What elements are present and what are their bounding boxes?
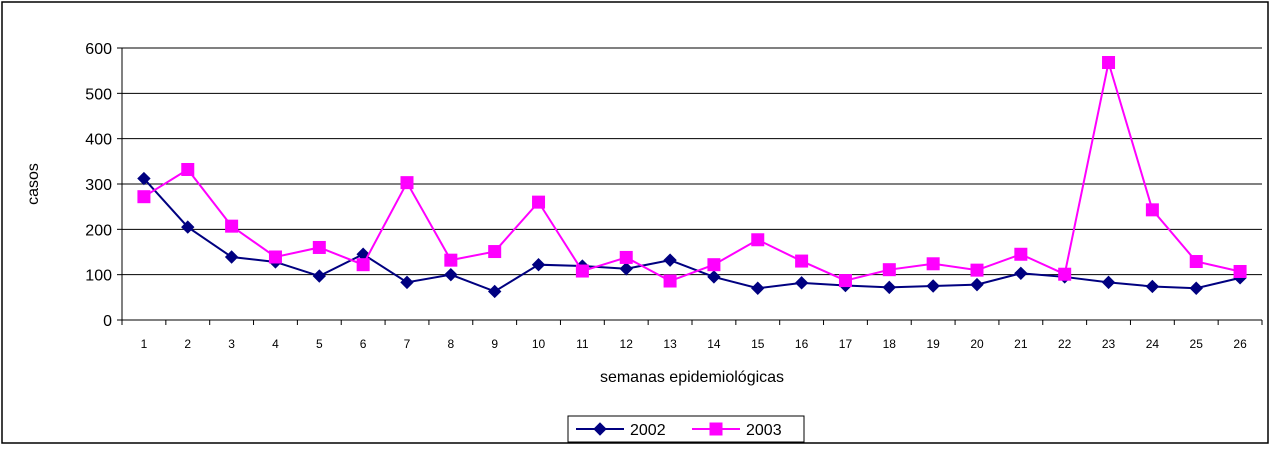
data-point-2002-2 xyxy=(181,220,195,234)
x-tick-label: 14 xyxy=(707,337,721,351)
y-axis-title: casos xyxy=(25,163,42,205)
data-point-2002-23 xyxy=(1101,275,1116,290)
series-2003 xyxy=(137,56,1247,288)
x-tick-label: 8 xyxy=(448,337,455,351)
data-point-2003-1 xyxy=(137,190,151,204)
data-point-2003-22 xyxy=(1058,267,1072,281)
data-point-2003-15 xyxy=(751,233,765,247)
data-point-2002-24 xyxy=(1145,279,1160,294)
x-tick-label: 16 xyxy=(795,337,809,351)
data-point-2003-19 xyxy=(926,257,940,271)
legend-label-2002: 2002 xyxy=(630,422,666,439)
x-tick-label: 26 xyxy=(1233,337,1247,351)
x-tick-label: 21 xyxy=(1014,337,1028,351)
y-tick-label: 0 xyxy=(103,313,112,330)
data-point-2002-18 xyxy=(882,280,897,295)
series-layer xyxy=(137,56,1247,299)
data-point-2003-20 xyxy=(970,263,984,277)
data-point-2002-7 xyxy=(400,275,414,290)
series-line-2002 xyxy=(143,177,1241,293)
data-point-2003-6 xyxy=(356,258,370,272)
y-tick-label: 100 xyxy=(85,268,112,285)
series-line-2003 xyxy=(143,62,1241,283)
data-point-2002-19 xyxy=(926,279,940,293)
data-point-2002-20 xyxy=(970,277,984,292)
data-point-2003-10 xyxy=(532,195,546,209)
data-point-2003-25 xyxy=(1189,255,1203,269)
data-point-2002-13 xyxy=(663,253,677,267)
data-point-2002-3 xyxy=(224,250,239,264)
x-tick-label: 11 xyxy=(576,337,589,351)
y-tick-label: 200 xyxy=(85,222,112,239)
x-tick-label: 18 xyxy=(883,337,897,351)
data-point-2003-8 xyxy=(444,253,458,267)
data-point-2002-5 xyxy=(312,269,327,283)
x-tick-label: 6 xyxy=(360,337,367,351)
data-point-2003-16 xyxy=(795,254,809,268)
x-tick-label: 2 xyxy=(184,337,191,351)
x-tick-label: 1 xyxy=(141,337,148,351)
data-point-2002-21 xyxy=(1014,266,1028,281)
data-point-2002-10 xyxy=(531,257,546,272)
data-point-2003-14 xyxy=(707,258,721,272)
x-tick-label: 19 xyxy=(926,337,940,351)
data-point-2003-2 xyxy=(181,162,195,176)
legend: 2002 2003 xyxy=(567,415,805,443)
x-tick-label: 24 xyxy=(1146,337,1160,351)
chart-border xyxy=(1,1,1269,444)
x-tick-label: 9 xyxy=(491,337,498,351)
x-tick-label: 23 xyxy=(1102,337,1116,351)
y-tick-label: 300 xyxy=(85,177,112,194)
y-tick-labels: 0 100 200 300 400 500 600 xyxy=(85,41,122,330)
data-point-2002-12 xyxy=(619,262,633,276)
data-point-2003-26 xyxy=(1233,264,1247,278)
x-tick-label: 25 xyxy=(1190,337,1204,351)
data-point-2003-18 xyxy=(882,263,896,277)
data-point-2003-21 xyxy=(1014,247,1028,261)
data-point-2003-3 xyxy=(225,219,239,233)
x-tick-label: 13 xyxy=(663,337,677,351)
data-point-2003-5 xyxy=(312,240,326,254)
legend-marker-2002 xyxy=(593,422,607,436)
legend-label-2003: 2003 xyxy=(746,422,782,439)
data-point-2003-13 xyxy=(663,274,677,288)
y-tick-label: 500 xyxy=(85,86,112,103)
data-point-2003-17 xyxy=(838,274,852,288)
series-2002 xyxy=(137,171,1247,299)
x-tick-label: 17 xyxy=(839,337,853,351)
data-point-2002-9 xyxy=(487,284,502,299)
data-point-2003-23 xyxy=(1102,56,1116,70)
data-point-2003-4 xyxy=(268,250,282,264)
y-tick-label: 600 xyxy=(85,41,112,58)
x-tick-label: 4 xyxy=(272,337,279,351)
x-tick-label: 15 xyxy=(751,337,765,351)
x-tick-label: 7 xyxy=(404,337,411,351)
data-point-2002-16 xyxy=(794,276,809,290)
data-point-2002-14 xyxy=(707,270,721,284)
data-point-2002-25 xyxy=(1189,281,1203,295)
data-point-2003-11 xyxy=(575,264,589,278)
x-tick-label: 10 xyxy=(532,337,546,351)
legend-marker-2003 xyxy=(709,422,723,436)
x-tick-label: 5 xyxy=(316,337,323,351)
x-tick-labels: 1 2 3 4 5 6 7 8 9 10 11 12 13 14 15 16 17 18 19 20 21 22 23 24 2… xyxy=(121,320,1263,351)
x-tick-label: 3 xyxy=(228,337,235,351)
y-tick-label: 400 xyxy=(85,132,112,149)
data-point-2003-24 xyxy=(1145,203,1159,217)
x-tick-label: 12 xyxy=(620,337,634,351)
x-tick-label: 20 xyxy=(970,337,984,351)
data-point-2003-12 xyxy=(619,250,633,264)
x-tick-label: 22 xyxy=(1058,337,1072,351)
data-point-2003-7 xyxy=(400,176,414,190)
data-point-2003-9 xyxy=(488,245,502,259)
data-point-2002-15 xyxy=(751,281,765,295)
x-axis-title: semanas epidemiológicas xyxy=(600,369,784,386)
data-point-2002-8 xyxy=(444,267,458,282)
data-point-2002-1 xyxy=(137,171,151,186)
